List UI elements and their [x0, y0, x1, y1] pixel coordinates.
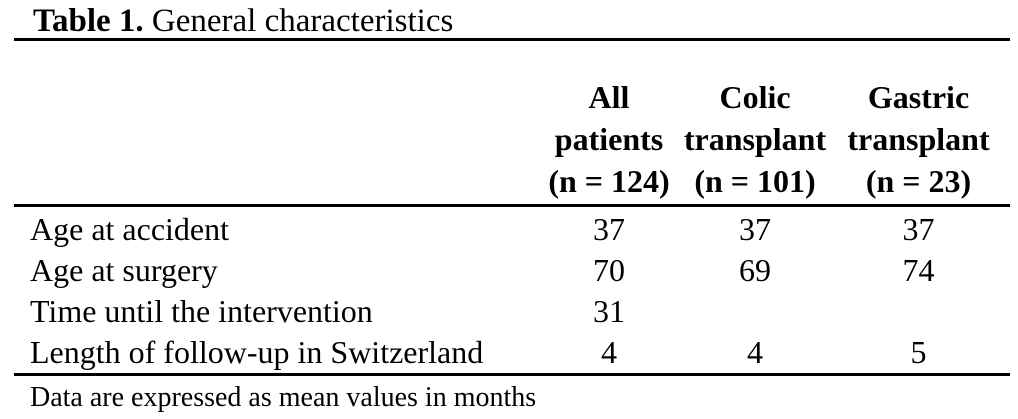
header-cell-all-patients: All patients (n = 124) [548, 79, 670, 199]
table-title: Table 1. General characteristics [33, 2, 453, 40]
cell-time-intervention-all: 31 [593, 293, 625, 329]
header-cell-gastric-transplant: Gastric transplant (n = 23) [847, 79, 990, 199]
rule-below-title [14, 38, 1010, 41]
cell-followup-gastric: 5 [910, 334, 927, 370]
table-title-number: Table 1. [33, 3, 144, 39]
cell-age-surgery-all: 70 [593, 252, 625, 288]
row-label-time-until-intervention: Time until the intervention [30, 293, 373, 329]
rule-below-body [14, 373, 1010, 376]
cell-followup-all: 4 [601, 334, 617, 370]
header-cell-empty [14, 76, 535, 202]
cell-age-accident-colic: 37 [739, 211, 771, 247]
table-header-row: All patients (n = 124) Colic transplant … [14, 76, 1010, 202]
table-footnote: Data are expressed as mean values in mon… [30, 382, 537, 413]
header-cell-colic-transplant: Colic transplant (n = 101) [683, 79, 827, 199]
cell-age-accident-gastric: 37 [902, 211, 935, 247]
cell-followup-colic: 4 [747, 334, 763, 370]
row-label-length-followup: Length of follow-up in Switzerland [30, 334, 484, 370]
cell-age-surgery-colic: 69 [739, 252, 771, 288]
table-title-text: General characteristics [143, 3, 454, 39]
cell-time-intervention-gastric [827, 291, 1010, 332]
cell-age-accident-all: 37 [593, 211, 625, 247]
row-label-age-at-accident: Age at accident [30, 211, 229, 247]
cell-age-surgery-gastric: 74 [902, 252, 935, 288]
table-body: Age at accident 37 37 37 Age at surgery … [14, 209, 1010, 373]
cell-time-intervention-colic [683, 291, 827, 332]
rule-below-header [14, 204, 1010, 207]
row-label-age-at-surgery: Age at surgery [30, 252, 218, 288]
